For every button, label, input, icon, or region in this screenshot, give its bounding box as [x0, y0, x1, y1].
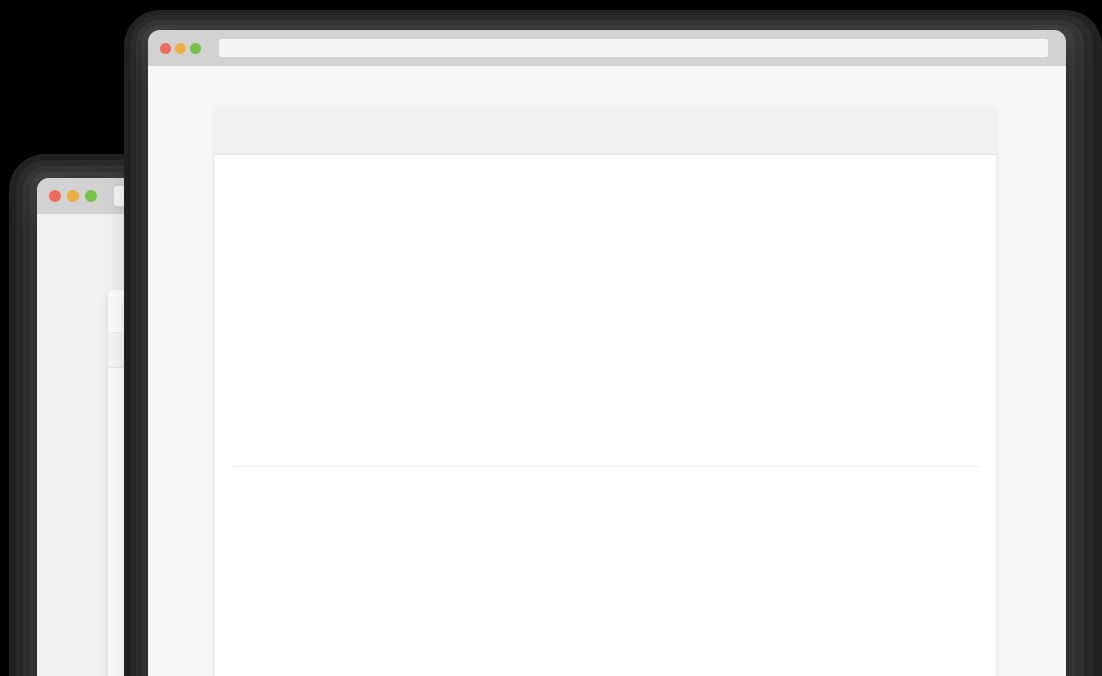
close-icon[interactable]	[160, 42, 171, 54]
section-divider	[235, 466, 980, 467]
close-icon[interactable]	[49, 190, 61, 202]
donut-box	[321, 540, 521, 676]
expand-icon[interactable]	[190, 42, 201, 54]
bars-box	[608, 540, 998, 676]
minimize-icon[interactable]	[175, 42, 186, 54]
stats-card	[215, 106, 996, 676]
clicks-area-chart	[235, 232, 995, 432]
browsers-bar-chart	[608, 540, 998, 676]
minimize-icon[interactable]	[67, 190, 79, 202]
area-chart-box	[235, 232, 995, 432]
front-url-bar[interactable]	[219, 39, 1048, 57]
front-browser-window	[148, 30, 1066, 676]
stats-header	[215, 106, 996, 155]
front-titlebar	[148, 30, 1066, 66]
referrals-donut-chart	[321, 540, 521, 676]
expand-icon[interactable]	[85, 190, 97, 202]
